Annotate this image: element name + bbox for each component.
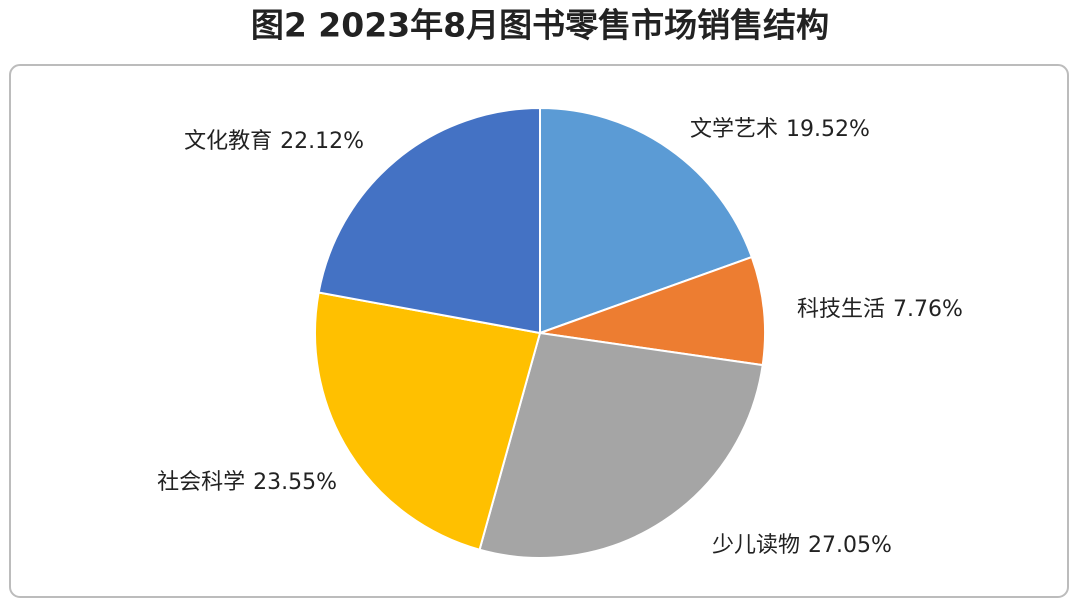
slice-label: 社会科学 23.55% — [157, 470, 337, 495]
value-label: 7.76% — [893, 297, 963, 322]
category-label: 社会科学 — [157, 470, 245, 495]
category-label: 科技生活 — [797, 297, 885, 322]
pie-slice — [314, 291, 542, 551]
category-label: 文化教育 — [184, 129, 272, 154]
chart-title: 图2 2023年8月图书零售市场销售结构 — [251, 6, 829, 45]
pie-slice — [539, 106, 754, 335]
value-label: 19.52% — [786, 117, 870, 142]
value-label: 22.12% — [280, 129, 364, 154]
category-label: 文学艺术 — [690, 117, 778, 142]
pie-slice — [478, 331, 764, 559]
slice-label: 文学艺术 19.52% — [690, 117, 870, 142]
slice-label: 文化教育 22.12% — [184, 129, 364, 154]
value-label: 27.05% — [808, 533, 892, 558]
pie-slice — [317, 106, 541, 335]
slice-label: 科技生活 7.76% — [797, 297, 963, 322]
pie-slice — [539, 255, 766, 367]
category-label: 少儿读物 — [712, 533, 800, 558]
value-label: 23.55% — [253, 470, 337, 495]
slice-label: 少儿读物 27.05% — [712, 533, 892, 558]
